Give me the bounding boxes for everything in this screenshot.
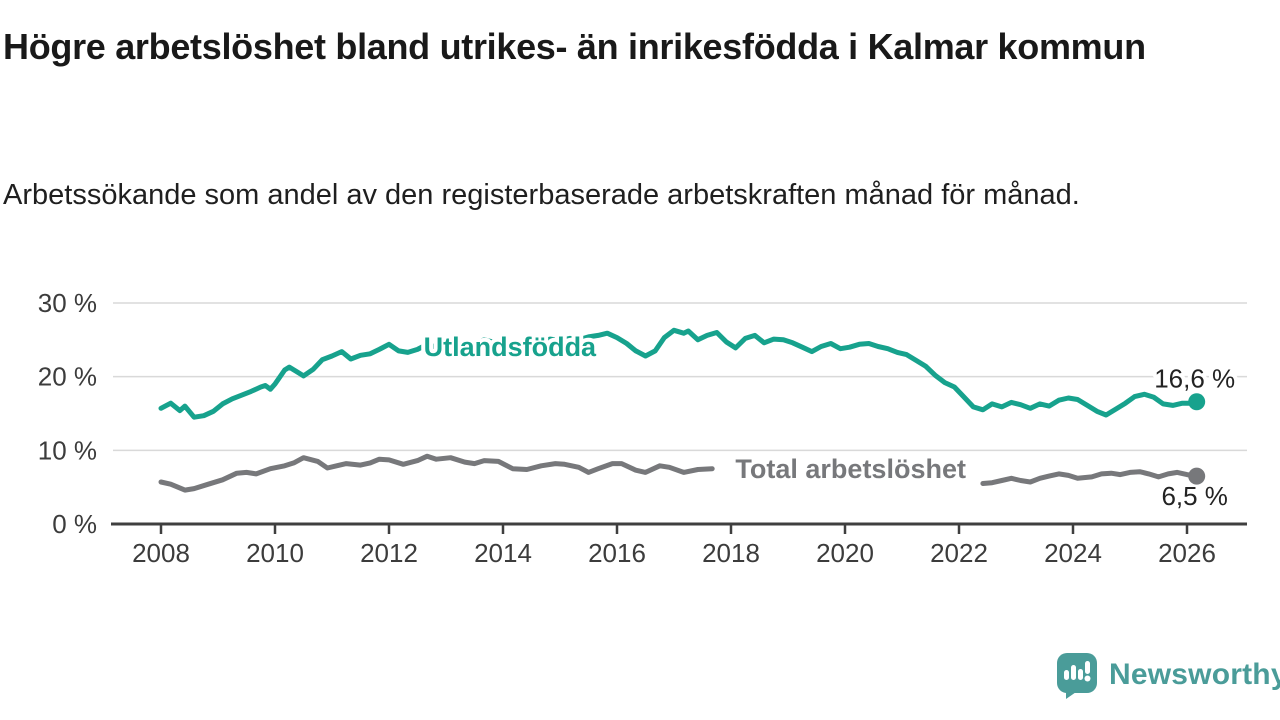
series-line-total-arbetsl-shet-segment-2 [980,469,1200,486]
y-tick-label-0: 0 % [52,509,97,539]
newsworthy-logo: Newsworthy [1055,650,1280,700]
series-label-total-arbetsl-shet: Total arbetslöshet [735,454,966,484]
y-tick-label-20: 20 % [38,362,97,392]
x-tick-label-2020: 2020 [816,538,874,568]
x-tick-label-2008: 2008 [132,538,190,568]
x-tick-label-2012: 2012 [360,538,418,568]
y-tick-label-10: 10 % [38,435,97,465]
x-tick-label-2024: 2024 [1044,538,1102,568]
x-tick-label-2014: 2014 [474,538,532,568]
newsworthy-logo-text: Newsworthy [1109,658,1280,691]
newsworthy-speech-bubble-icon [1057,653,1097,699]
series-line-utlandsf-dda [158,327,1200,420]
x-tick-label-2010: 2010 [246,538,304,568]
x-tick-label-2026: 2026 [1158,538,1216,568]
end-dot-total-arbetsl-shet [1188,467,1206,485]
end-value-label-utlandsf-dda: 16,6 % [1154,364,1235,394]
page-title: Högre arbetslöshet bland utrikes- än inr… [3,26,1146,67]
line-chart: Utlandsfödda Total arbetslöshet 2008 2010 20… [38,288,1247,568]
x-tick-label-2022: 2022 [930,538,988,568]
y-tick-label-30: 30 % [38,288,97,318]
end-dot-utlandsf-dda [1188,393,1206,411]
x-tick-label-2018: 2018 [702,538,760,568]
end-value-label-total-arbetsl-shet: 6,5 % [1161,481,1228,511]
series-label-utlandsf-dda: Utlandsfödda [424,332,597,362]
series-line-total-arbetsl-shet [158,453,715,493]
chart-subtitle: Arbetssökande som andel av den registerb… [3,179,1080,211]
x-tick-label-2016: 2016 [588,538,646,568]
